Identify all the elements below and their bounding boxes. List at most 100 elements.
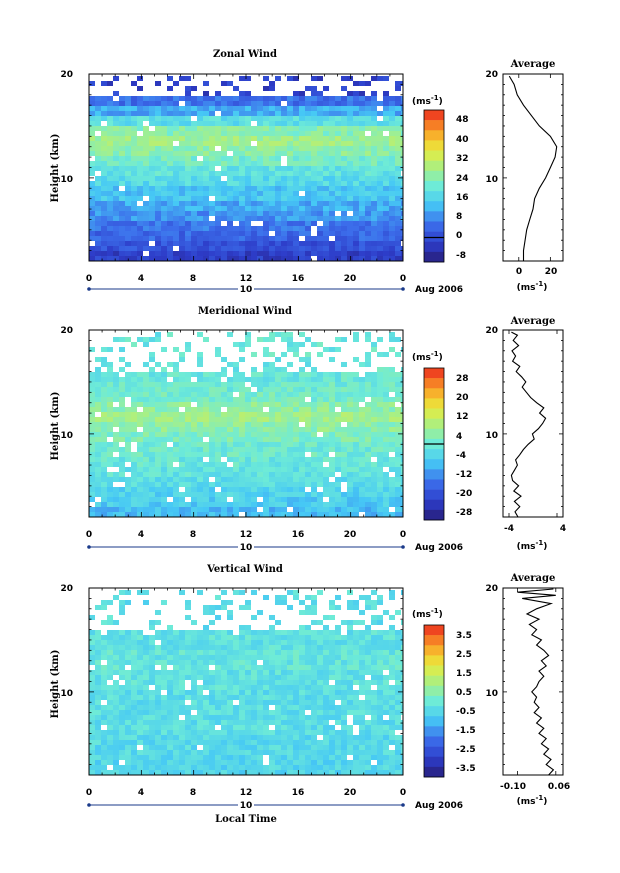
heatmap-cell xyxy=(257,695,263,700)
heatmap-cell xyxy=(383,655,389,660)
heatmap-cell xyxy=(275,131,281,136)
heatmap-cell xyxy=(239,675,245,680)
heatmap-cell xyxy=(335,462,341,467)
heatmap-cell xyxy=(203,422,209,427)
heatmap-cell xyxy=(371,442,377,447)
heatmap-cell xyxy=(203,166,209,171)
heatmap-cell xyxy=(341,181,347,186)
heatmap-cell xyxy=(317,397,323,402)
heatmap-cell xyxy=(359,740,365,745)
heatmap-cell xyxy=(329,497,335,502)
heatmap-cell xyxy=(389,111,395,116)
heatmap-cell xyxy=(131,111,137,116)
heatmap-cell xyxy=(341,745,347,750)
heatmap-cell xyxy=(335,206,341,211)
heatmap-cell xyxy=(95,432,101,437)
heatmap-cell xyxy=(215,387,221,392)
heatmap-cell xyxy=(113,131,119,136)
heatmap-cell xyxy=(305,86,311,91)
heatmap-cell xyxy=(251,442,257,447)
heatmap-cell xyxy=(377,161,383,166)
heatmap-cell xyxy=(395,352,401,357)
heatmap-cell xyxy=(353,382,359,387)
heatmap-cell xyxy=(347,397,353,402)
heatmap-cell xyxy=(323,166,329,171)
heatmap-cell xyxy=(383,427,389,432)
heatmap-cell xyxy=(353,770,359,775)
heatmap-cell xyxy=(365,206,371,211)
heatmap-cell xyxy=(179,231,185,236)
colorbar-swatch xyxy=(424,398,444,409)
heatmap-cell xyxy=(389,407,395,412)
heatmap-cell xyxy=(155,111,161,116)
heatmap-cell xyxy=(95,146,101,151)
heatmap-cell xyxy=(281,427,287,432)
heatmap-cell xyxy=(299,507,305,512)
heatmap-cell xyxy=(287,750,293,755)
heatmap-cell xyxy=(167,487,173,492)
heatmap-cell xyxy=(287,337,293,342)
heatmap-cell xyxy=(335,196,341,201)
heatmap-cell xyxy=(143,725,149,730)
heatmap-cell xyxy=(395,502,401,507)
heatmap-cell xyxy=(173,226,179,231)
heatmap-cell xyxy=(215,171,221,176)
heatmap-cell xyxy=(95,116,101,121)
heatmap-cell xyxy=(101,770,107,775)
heatmap-cell xyxy=(209,725,215,730)
heatmap-cell xyxy=(239,387,245,392)
heatmap-cell xyxy=(263,457,269,462)
heatmap-cell xyxy=(401,211,403,216)
heatmap-cell xyxy=(251,765,257,770)
heatmap-cell xyxy=(299,760,305,765)
heatmap-cell xyxy=(179,131,185,136)
heatmap-cell xyxy=(311,417,317,422)
heatmap-cell xyxy=(113,181,119,186)
heatmap-cell xyxy=(161,156,167,161)
heatmap-cell xyxy=(143,755,149,760)
heatmap-cell xyxy=(167,770,173,775)
heatmap-cell xyxy=(311,116,317,121)
heatmap-cell xyxy=(185,710,191,715)
heatmap-cell xyxy=(251,236,257,241)
heatmap-cell xyxy=(269,156,275,161)
heatmap-cell xyxy=(245,141,251,146)
heatmap-cell xyxy=(185,387,191,392)
heatmap-cell xyxy=(101,357,107,362)
heatmap-cell xyxy=(353,512,359,517)
heatmap-cell xyxy=(203,695,209,700)
heatmap-cell xyxy=(341,116,347,121)
heatmap-cell xyxy=(149,156,155,161)
heatmap-cell xyxy=(353,191,359,196)
heatmap-cell xyxy=(389,347,395,352)
heatmap-cell xyxy=(233,750,239,755)
heatmap-cell xyxy=(185,186,191,191)
heatmap-cell xyxy=(293,407,299,412)
heatmap-cell xyxy=(221,161,227,166)
heatmap-cell xyxy=(257,417,263,422)
heatmap-cell xyxy=(185,665,191,670)
heatmap-cell xyxy=(287,407,293,412)
heatmap-cell xyxy=(215,735,221,740)
heatmap-cell xyxy=(209,221,215,226)
colorbar-swatch xyxy=(424,201,444,212)
heatmap-cell xyxy=(239,760,245,765)
heatmap-cell xyxy=(341,251,347,256)
heatmap-cell xyxy=(293,191,299,196)
heatmap-cell xyxy=(125,141,131,146)
heatmap-cell xyxy=(257,765,263,770)
heatmap-cell xyxy=(215,730,221,735)
heatmap-cell xyxy=(149,397,155,402)
x-tick-label: 12 xyxy=(240,274,253,284)
heatmap-cell xyxy=(305,151,311,156)
colorbar-tick: 0 xyxy=(456,231,462,241)
heatmap-cell xyxy=(377,765,383,770)
heatmap-cell xyxy=(143,362,149,367)
heatmap-cell xyxy=(185,492,191,497)
heatmap-cell xyxy=(311,131,317,136)
heatmap-cell xyxy=(89,492,95,497)
heatmap-cell xyxy=(101,765,107,770)
heatmap-cell xyxy=(125,507,131,512)
heatmap-cell xyxy=(203,231,209,236)
heatmap-cell xyxy=(131,387,137,392)
